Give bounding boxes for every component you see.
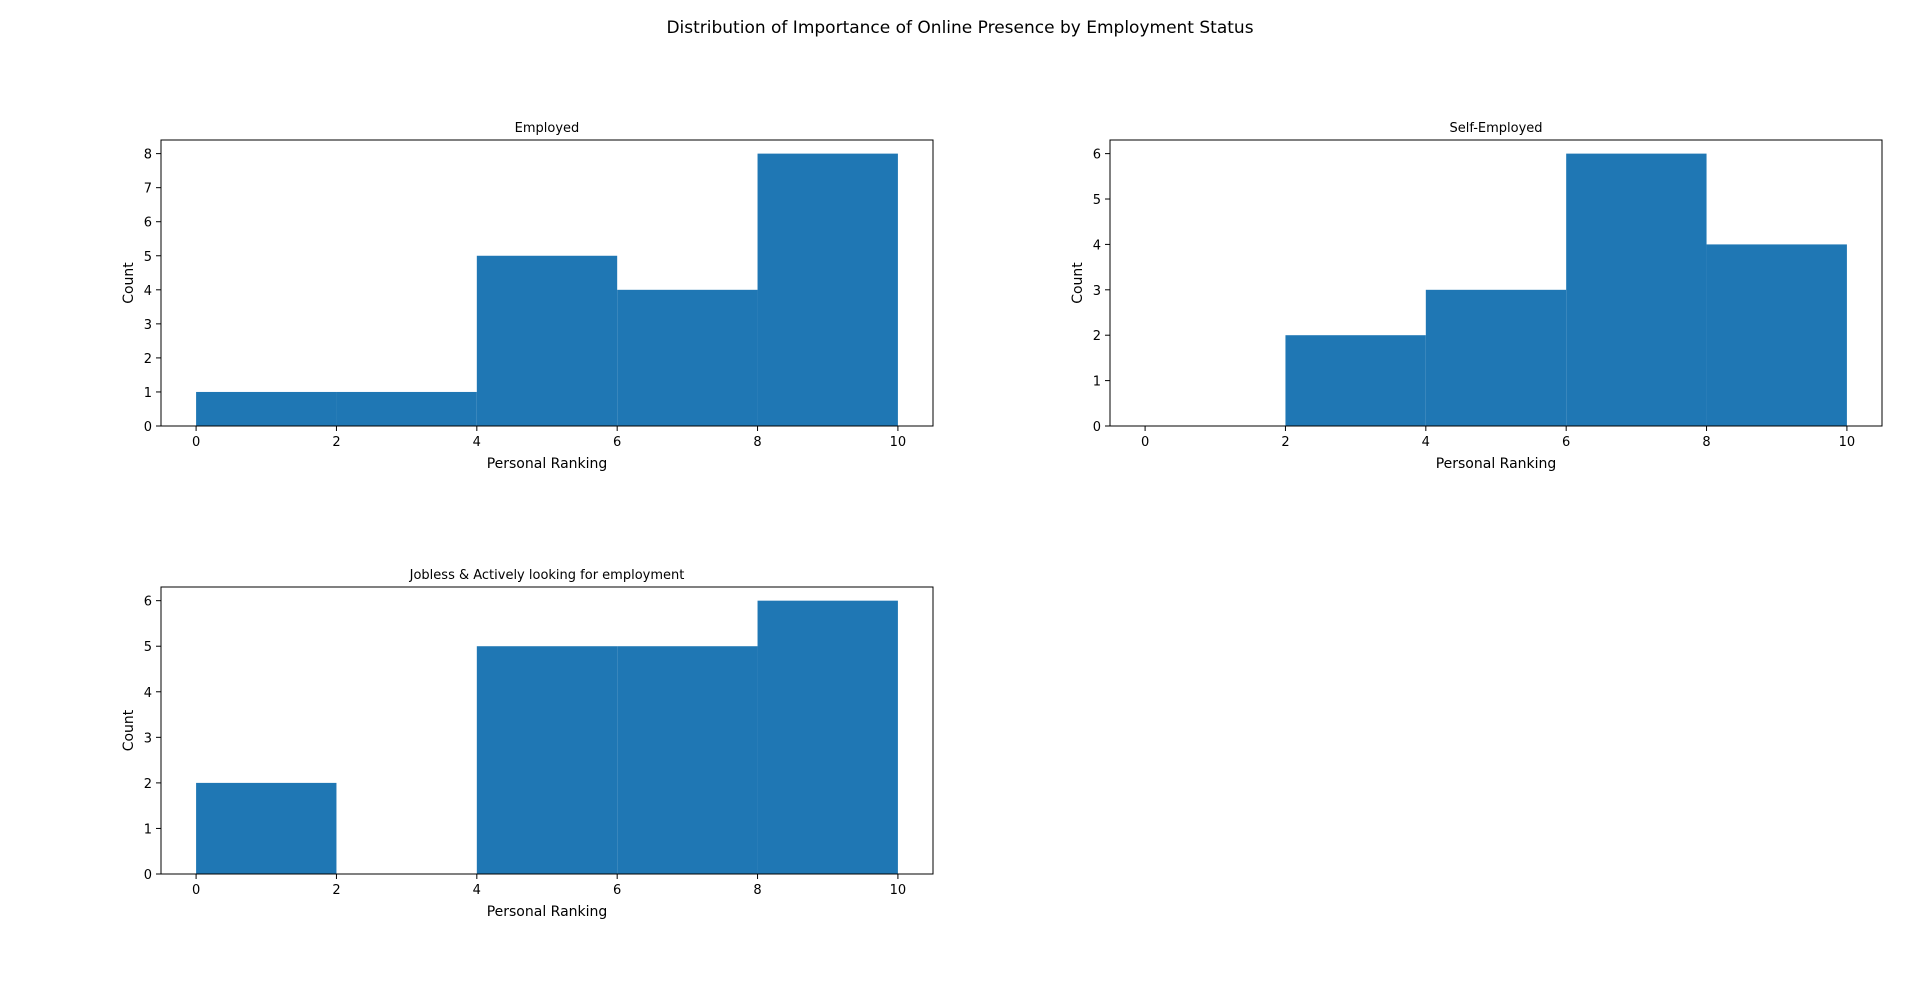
histogram-bar: [757, 600, 898, 874]
y-tick-label: 0: [1093, 420, 1101, 435]
x-tick-label: 0: [1141, 435, 1149, 450]
histogram-bar: [1706, 244, 1847, 426]
panel-title: Self-Employed: [1449, 121, 1542, 136]
histogram-bar: [196, 391, 337, 426]
panel-title: Jobless & Actively looking for employmen…: [409, 568, 685, 583]
histogram-bar: [1566, 153, 1707, 426]
x-tick-label: 2: [332, 435, 340, 450]
figure-title: Distribution of Importance of Online Pre…: [666, 18, 1253, 38]
axes-frame: [160, 139, 934, 427]
histogram-bar: [1285, 335, 1426, 426]
x-tick-label: 4: [473, 883, 481, 898]
x-tick-label: 4: [473, 435, 481, 450]
x-tick-label: 6: [613, 435, 621, 450]
y-tick-label: 6: [144, 216, 152, 231]
y-tick-label: 1: [144, 386, 152, 401]
y-tick-label: 6: [144, 595, 152, 610]
histogram-bar: [617, 289, 758, 426]
x-tick-label: 8: [753, 883, 761, 898]
histogram-panel-3: 0 2 4 6 8 10 0 1 2 3 4 5 6 Jobless & Actively looking…: [121, 568, 934, 920]
axes-frame: [160, 586, 934, 875]
y-tick-label: 0: [144, 420, 152, 435]
y-tick-label: 5: [144, 250, 152, 265]
y-tick-label: 2: [144, 777, 152, 792]
x-tick-label: 6: [613, 883, 621, 898]
y-tick-label: 1: [144, 822, 152, 837]
y-axis-label: Count: [1070, 262, 1086, 304]
x-tick-label: 4: [1422, 435, 1430, 450]
axes-frame: [1109, 139, 1883, 427]
x-axis-label: Personal Ranking: [487, 904, 608, 920]
histogram-bar: [476, 646, 618, 874]
y-tick-label: 3: [144, 318, 152, 333]
y-tick-label: 0: [144, 868, 152, 883]
histogram-panel-1: 0 2 4 6 8 10 0 1 2 3 4 5 6 7 8 Employed Personal Ranking…: [121, 121, 934, 472]
y-axis-label: Count: [121, 262, 137, 304]
panel-title: Employed: [515, 121, 580, 136]
y-axis-label: Count: [121, 709, 137, 751]
x-axis-label: Personal Ranking: [1436, 456, 1557, 472]
y-tick-label: 2: [144, 352, 152, 367]
histogram-panel-2: 0 2 4 6 8 10 0 1 2 3 4 5 6 Self-Employed Personal Rank…: [1070, 121, 1883, 472]
x-tick-label: 2: [332, 883, 340, 898]
histogram-bar: [757, 153, 898, 426]
y-tick-label: 6: [1093, 148, 1101, 163]
x-tick-label: 0: [192, 883, 200, 898]
x-tick-label: 0: [192, 435, 200, 450]
histogram-bar: [476, 255, 618, 426]
x-tick-label: 10: [890, 883, 907, 898]
x-tick-label: 8: [1702, 435, 1710, 450]
histogram-bar: [617, 646, 758, 874]
y-tick-label: 4: [1093, 238, 1101, 253]
x-tick-label: 10: [1839, 435, 1856, 450]
y-tick-label: 7: [144, 182, 152, 197]
x-tick-label: 8: [753, 435, 761, 450]
x-tick-label: 10: [890, 435, 907, 450]
x-axis-label: Personal Ranking: [487, 456, 608, 472]
y-tick-label: 1: [1093, 375, 1101, 390]
histogram-bar: [196, 782, 337, 874]
y-tick-label: 4: [144, 284, 152, 299]
y-tick-label: 3: [1093, 284, 1101, 299]
histogram-bar: [1425, 289, 1567, 426]
x-tick-label: 2: [1281, 435, 1289, 450]
y-tick-label: 5: [1093, 193, 1101, 208]
x-tick-label: 6: [1562, 435, 1570, 450]
y-tick-label: 5: [144, 640, 152, 655]
y-tick-label: 3: [144, 731, 152, 746]
y-tick-label: 2: [1093, 329, 1101, 344]
histogram-bar: [336, 391, 477, 426]
y-tick-label: 8: [144, 148, 152, 163]
y-tick-label: 4: [144, 686, 152, 701]
